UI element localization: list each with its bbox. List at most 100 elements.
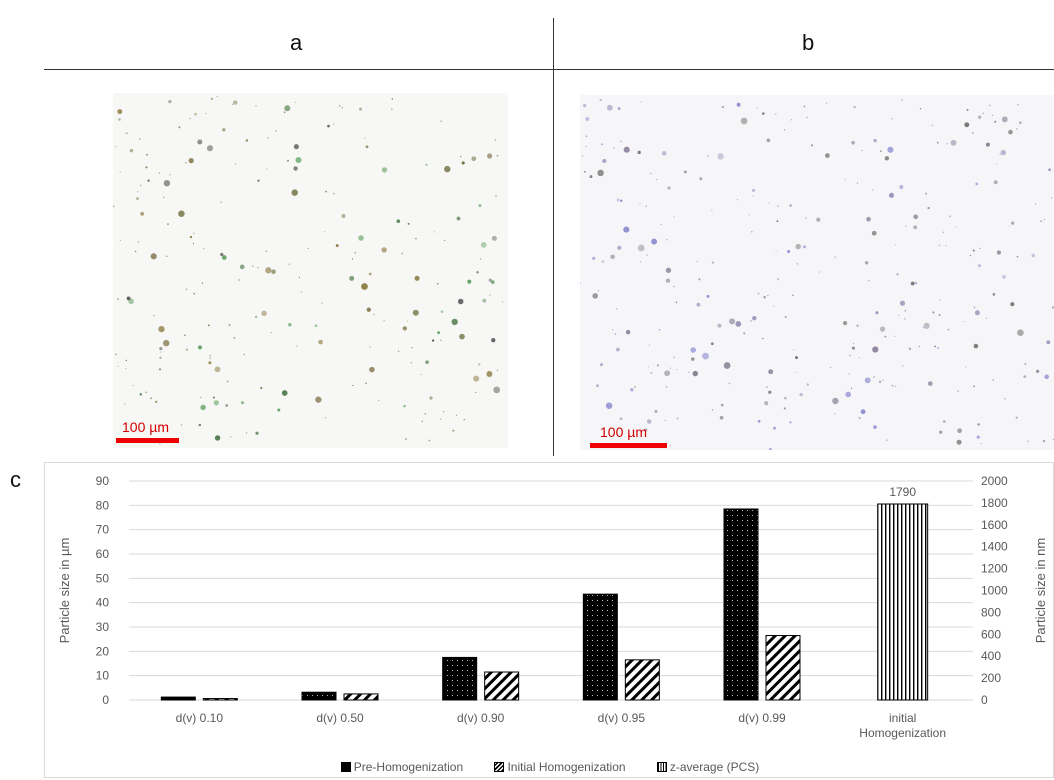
particle [696, 260, 698, 263]
particle [255, 105, 257, 107]
particle [158, 325, 165, 333]
particle [957, 428, 962, 434]
particle [600, 363, 603, 367]
particle [459, 333, 465, 340]
particle [999, 153, 1001, 155]
particle [1042, 439, 1046, 443]
particle [359, 107, 362, 111]
particle [851, 140, 855, 145]
particle [338, 105, 341, 107]
particle [475, 391, 477, 394]
particle [922, 326, 925, 329]
particle [396, 219, 401, 223]
panel-c-label: c [10, 467, 21, 492]
x-tick-label: d(v) 0.50 [316, 711, 364, 725]
particle [169, 174, 171, 176]
particle [216, 96, 218, 98]
particle [617, 107, 621, 110]
particle [467, 279, 472, 284]
bar-chart: 0 10 20 30 40 50 60 70 80 90 0 200 400 600 800 1000 1200… [44, 462, 1054, 778]
particle [159, 356, 162, 359]
particle [927, 206, 930, 210]
particle [931, 124, 933, 126]
particle [630, 388, 634, 392]
particle [936, 141, 939, 144]
particle [460, 155, 462, 158]
particle [611, 329, 614, 331]
particle [664, 370, 671, 377]
scale-bar-a [116, 438, 179, 443]
particle [775, 250, 777, 252]
particle [902, 365, 904, 367]
particle [494, 139, 497, 141]
particle [197, 345, 203, 350]
particle [293, 144, 299, 150]
particle [666, 239, 668, 241]
particle [132, 384, 134, 387]
y-tick-label: 70 [96, 523, 110, 537]
particle [919, 108, 922, 110]
particle [880, 150, 882, 153]
particle [879, 326, 886, 332]
particle [923, 322, 930, 330]
particle [433, 231, 436, 233]
particle [592, 293, 599, 299]
particle [281, 390, 288, 396]
particle [887, 146, 894, 153]
particle [1027, 440, 1029, 442]
particle [945, 244, 947, 247]
particle [768, 447, 772, 450]
particle [209, 355, 211, 357]
particle [989, 104, 991, 107]
particle [795, 243, 801, 250]
particle [137, 191, 139, 193]
particle [688, 371, 690, 373]
particle [639, 261, 642, 263]
particle [185, 162, 187, 164]
particle [391, 108, 393, 110]
particle [119, 171, 121, 173]
y-tick-label: 10 [96, 669, 110, 683]
particle [955, 226, 957, 228]
particle [773, 305, 775, 307]
particle [616, 347, 620, 352]
particle [762, 112, 765, 115]
particle [974, 310, 980, 316]
particle [234, 163, 237, 165]
particle [665, 386, 668, 388]
particle [335, 244, 339, 248]
particle [768, 202, 770, 204]
particle [206, 145, 214, 152]
particle [333, 123, 335, 125]
particle [228, 324, 231, 327]
particle [752, 188, 756, 192]
particle [220, 201, 222, 203]
particle [856, 182, 859, 184]
particle [816, 217, 821, 222]
particle [478, 204, 482, 208]
particle [766, 386, 768, 388]
particle [457, 298, 464, 305]
particle [368, 272, 372, 276]
particle [298, 276, 301, 279]
particle [265, 267, 272, 274]
particle [369, 366, 375, 373]
particle [665, 278, 671, 283]
particle [429, 396, 433, 400]
particle [150, 397, 153, 400]
particle [252, 265, 254, 267]
particle [775, 113, 777, 115]
particle [616, 198, 620, 202]
particle [802, 245, 807, 249]
particle [873, 376, 875, 378]
particle [619, 417, 623, 421]
particle [757, 419, 761, 423]
particle [209, 357, 211, 359]
particle [214, 366, 221, 373]
particle [201, 282, 203, 284]
particle [592, 256, 596, 260]
particle [721, 105, 724, 109]
y-tick-label: 90 [96, 474, 110, 488]
particle [232, 100, 238, 105]
particle [162, 196, 165, 199]
